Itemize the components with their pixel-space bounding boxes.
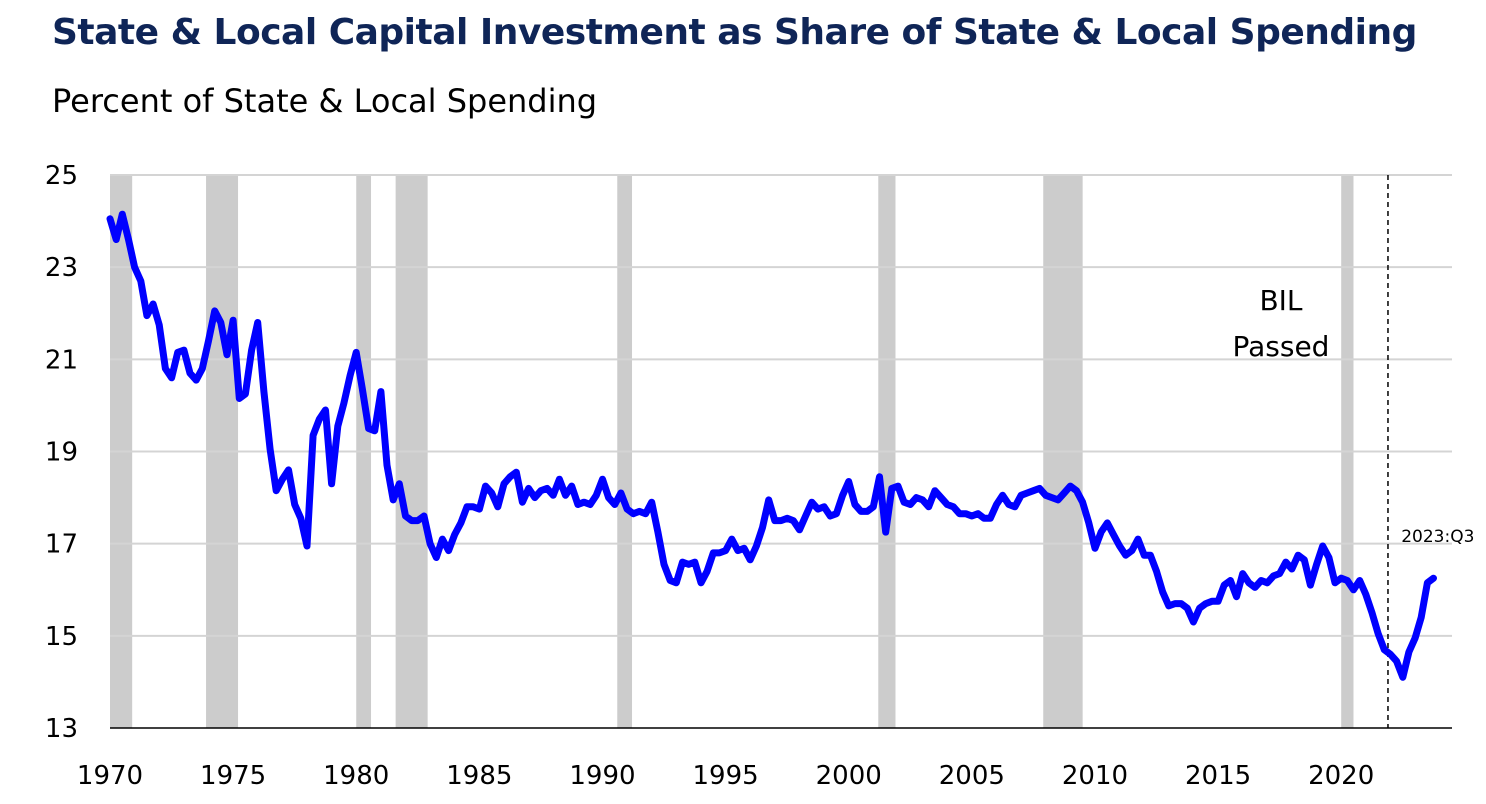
bil-passed-label: BIL — [1259, 284, 1302, 317]
y-tick-label: 17 — [45, 530, 78, 560]
x-tick-label: 2020 — [1308, 761, 1374, 791]
x-tick-label: 1985 — [446, 761, 512, 791]
x-tick-label: 2005 — [939, 761, 1005, 791]
y-tick-label: 19 — [45, 438, 78, 468]
y-tick-label: 23 — [45, 253, 78, 283]
x-axis-ticks: 1970 1975 1980 1985 1990 1995 2000 2005 2010 2015… — [77, 761, 1374, 791]
x-tick-label: 1990 — [569, 761, 635, 791]
y-tick-label: 25 — [45, 161, 78, 191]
x-tick-label: 1975 — [200, 761, 266, 791]
x-tick-label: 2010 — [1062, 761, 1128, 791]
series-line — [106, 210, 1437, 681]
annotations: BIL Passed 2023:Q3 — [1232, 175, 1474, 728]
y-tick-label: 15 — [45, 622, 78, 652]
bil-passed-label: Passed — [1232, 330, 1329, 363]
x-tick-label: 1995 — [693, 761, 759, 791]
series-group — [106, 210, 1437, 681]
y-tick-label: 21 — [45, 345, 78, 375]
x-tick-label: 1970 — [77, 761, 143, 791]
chart-title: State & Local Capital Investment as Shar… — [52, 12, 1417, 53]
y-axis-ticks: 13 15 17 19 21 23 25 — [45, 161, 78, 744]
end-date-label: 2023:Q3 — [1401, 527, 1474, 547]
x-tick-label: 1980 — [323, 761, 389, 791]
x-tick-label: 2000 — [816, 761, 882, 791]
chart-subtitle: Percent of State & Local Spending — [52, 82, 598, 120]
y-tick-label: 13 — [45, 714, 78, 744]
x-tick-label: 2015 — [1185, 761, 1251, 791]
